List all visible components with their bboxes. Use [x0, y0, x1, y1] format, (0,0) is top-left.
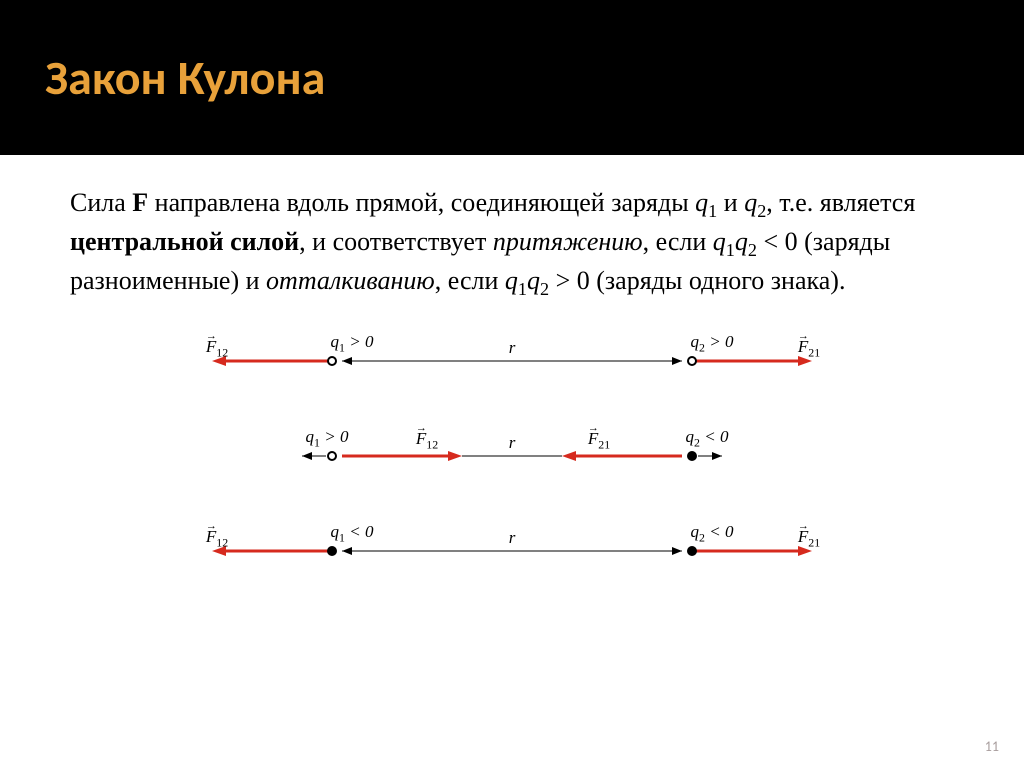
diagram-attraction: q1 > 0q2 < 0r→F12→F21 — [162, 431, 862, 481]
charge-label-q1: q1 < 0 — [331, 522, 374, 545]
charge-label-q2: q2 < 0 — [691, 522, 734, 545]
charge-label-q1: q1 > 0 — [331, 332, 374, 355]
distance-arrowhead — [672, 547, 682, 555]
text-sub: 2 — [748, 240, 757, 260]
distance-line — [462, 456, 562, 457]
force-arrowhead — [562, 451, 576, 461]
text-q: q — [744, 188, 757, 217]
slide-title: Закон Кулона — [45, 48, 325, 107]
distance-line — [342, 551, 682, 552]
distance-arrowhead — [712, 452, 722, 460]
charge-label-q1: q1 > 0 — [306, 427, 349, 450]
force-label-f12: →F12 — [206, 337, 228, 360]
force-label-f21: →F21 — [588, 429, 610, 452]
text-sub: 1 — [518, 279, 527, 299]
text-run: , и соответствует — [299, 227, 493, 256]
force-label-f21: →F21 — [798, 337, 820, 360]
force-label-f12: →F12 — [206, 527, 228, 550]
page-number: 11 — [985, 738, 999, 755]
text-run: , если — [435, 266, 505, 295]
text-q: q — [527, 266, 540, 295]
text-central-force: центральной силой — [70, 227, 299, 256]
diagram-repulsion-positive: q1 > 0q2 > 0r→F12→F21 — [162, 336, 862, 386]
force-arrow-shaft — [692, 550, 800, 553]
force-arrow-shaft — [224, 360, 332, 363]
distance-label-r: r — [509, 433, 516, 453]
diagrams-container: q1 > 0q2 > 0r→F12→F21 q1 > 0q2 < 0r→F12→… — [0, 336, 1024, 576]
text-sub: 1 — [708, 201, 717, 221]
text-repulsion: отталкиванию — [266, 266, 435, 295]
distance-arrowhead — [672, 357, 682, 365]
force-label-f21: →F21 — [798, 527, 820, 550]
distance-arrowhead — [342, 547, 352, 555]
slide-header: Закон Кулона — [0, 0, 1024, 155]
charge-point — [327, 451, 337, 461]
text-q: q — [695, 188, 708, 217]
charge-label-q2: q2 < 0 — [686, 427, 729, 450]
text-run: и — [717, 188, 744, 217]
charge-point — [327, 356, 337, 366]
text-run: > 0 (заряды одного знака). — [549, 266, 845, 295]
charge-point — [687, 451, 697, 461]
text-run: направлена вдоль прямой, соединяющей зар… — [148, 188, 695, 217]
charge-point — [327, 546, 337, 556]
text-run: , т.е. является — [766, 188, 915, 217]
force-arrowhead — [448, 451, 462, 461]
distance-label-r: r — [509, 338, 516, 358]
diagram-repulsion-negative: q1 < 0q2 < 0r→F12→F21 — [162, 526, 862, 576]
text-sub: 1 — [726, 240, 735, 260]
body-paragraph: Сила F направлена вдоль прямой, соединяю… — [0, 155, 1024, 301]
text-q: q — [713, 227, 726, 256]
charge-label-q2: q2 > 0 — [691, 332, 734, 355]
force-arrow-shaft — [692, 360, 800, 363]
distance-line — [342, 361, 682, 362]
text-attraction: притяжению — [493, 227, 643, 256]
force-label-f12: →F12 — [416, 429, 438, 452]
distance-arrowhead — [302, 452, 312, 460]
text-force-F: F — [132, 188, 148, 217]
force-arrow-shaft — [224, 550, 332, 553]
text-sub: 2 — [757, 201, 766, 221]
text-run: , если — [643, 227, 713, 256]
text-run: Сила — [70, 188, 132, 217]
text-sub: 2 — [540, 279, 549, 299]
text-q: q — [735, 227, 748, 256]
charge-point — [687, 546, 697, 556]
distance-label-r: r — [509, 528, 516, 548]
force-arrow-shaft — [574, 455, 682, 458]
charge-point — [687, 356, 697, 366]
distance-arrowhead — [342, 357, 352, 365]
text-q: q — [505, 266, 518, 295]
force-arrow-shaft — [342, 455, 450, 458]
